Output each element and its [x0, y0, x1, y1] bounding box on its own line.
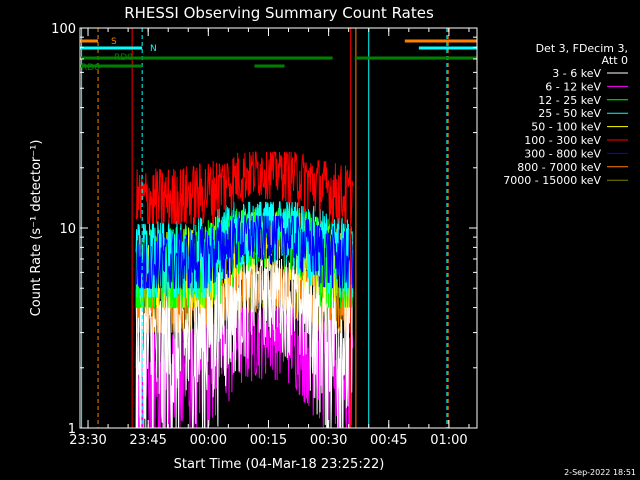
legend-entry-label: 25 - 50 keV: [538, 107, 601, 120]
x-tick-label: 23:30: [69, 433, 106, 448]
legend-entry-label: 3 - 6 keV: [552, 67, 601, 80]
legend-entry-label: 12 - 25 keV: [538, 94, 601, 107]
legend-entry-label: 300 - 800 keV: [524, 147, 601, 160]
flag-label-rd0: RD0: [114, 53, 133, 63]
y-tick-label: 10: [59, 222, 76, 237]
series-line-100-300-kev: [135, 151, 354, 225]
chart-title: RHESSI Observing Summary Count Rates: [124, 4, 434, 22]
y-tick-label: 1: [68, 422, 76, 437]
x-tick-label: 01:00: [430, 433, 467, 448]
legend-header: Det 3, FDecim 3,: [536, 42, 628, 55]
legend-entry-label: 6 - 12 keV: [545, 80, 601, 93]
flag-label-s: S: [111, 37, 117, 47]
x-tick-label: 23:45: [129, 433, 166, 448]
y-tick-label: 100: [51, 22, 76, 37]
legend-header: Att 0: [602, 54, 628, 67]
footer-date: 2-Sep-2022 18:51: [564, 468, 636, 477]
x-tick-label: 00:00: [190, 433, 227, 448]
series-line-300-800-kev: [135, 215, 354, 291]
flag-label-rd6: RD6: [81, 63, 100, 73]
x-tick-label: 00:30: [310, 433, 347, 448]
y-axis-label: Count Rate (s⁻¹ detector⁻¹): [29, 140, 44, 317]
flag-label-n: N: [150, 44, 157, 54]
legend-entry-label: 800 - 7000 keV: [517, 161, 601, 174]
x-tick-label: 00:15: [250, 433, 287, 448]
legend-entry-label: 50 - 100 keV: [531, 121, 601, 134]
legend-entry-label: 100 - 300 keV: [524, 134, 601, 147]
x-axis-label: Start Time (04-Mar-18 23:25:22): [174, 457, 385, 472]
x-tick-label: 00:45: [370, 433, 407, 448]
legend-entry-label: 7000 - 15000 keV: [503, 174, 601, 187]
